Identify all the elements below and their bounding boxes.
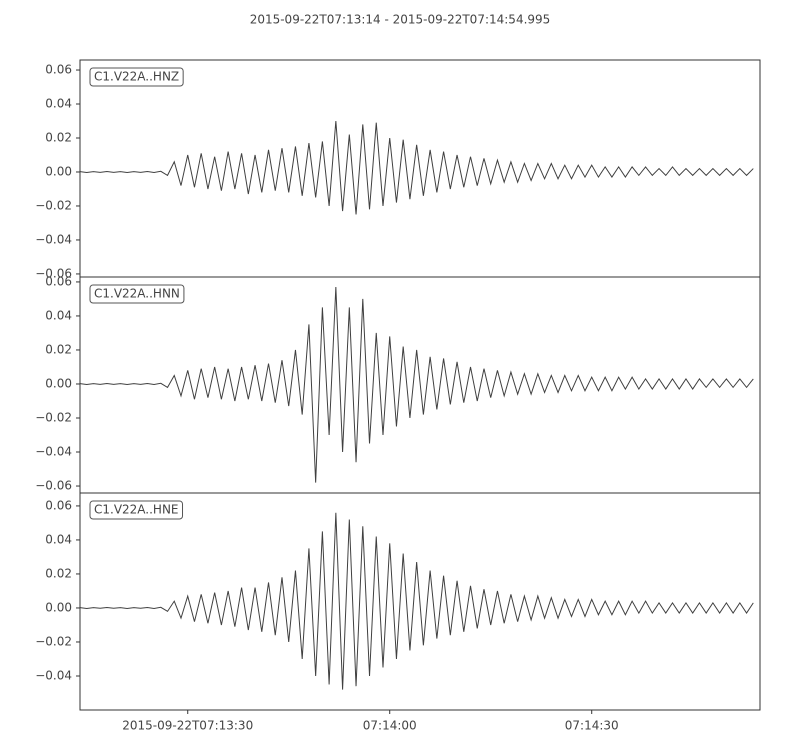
x-tick-label: 07:14:00: [363, 719, 417, 733]
y-tick-label: 0.00: [45, 376, 72, 390]
axes-frame: [79, 492, 761, 711]
chart-title: 2015-09-22T07:13:14 - 2015-09-22T07:14:5…: [250, 13, 551, 27]
y-tick-label: −0.06: [35, 266, 72, 280]
waveform: [79, 120, 754, 215]
y-tick-label: 0.06: [45, 274, 72, 288]
legend-box: [89, 67, 184, 87]
y-tick-label: −0.04: [35, 445, 72, 459]
waveform: [79, 287, 754, 483]
y-tick-label: −0.06: [35, 479, 72, 493]
legend-box: [89, 284, 185, 304]
y-tick-label: 0.04: [45, 532, 72, 546]
y-tick-label: −0.02: [35, 410, 72, 424]
y-tick-label: 0.00: [45, 164, 72, 178]
y-tick-label: 0.02: [45, 342, 72, 356]
y-tick-label: 0.04: [45, 308, 72, 322]
y-tick-label: −0.02: [35, 198, 72, 212]
y-tick-label: −0.04: [35, 668, 72, 682]
y-tick-label: 0.00: [45, 600, 72, 614]
x-tick-label: 2015-09-22T07:13:30: [122, 719, 253, 733]
y-tick-label: 0.06: [45, 63, 72, 77]
y-tick-label: −0.02: [35, 634, 72, 648]
y-tick-label: 0.02: [45, 566, 72, 580]
x-tick-label: 07:14:30: [565, 719, 619, 733]
legend-box: [89, 500, 184, 520]
legend-label: C1.V22A..HNN: [94, 287, 180, 301]
legend-label: C1.V22A..HNE: [94, 503, 179, 517]
legend-label: C1.V22A..HNZ: [94, 70, 179, 84]
y-tick-label: 0.02: [45, 130, 72, 144]
waveform: [79, 512, 754, 690]
y-tick-label: 0.06: [45, 498, 72, 512]
y-tick-label: 0.04: [45, 97, 72, 111]
y-tick-label: −0.04: [35, 232, 72, 246]
